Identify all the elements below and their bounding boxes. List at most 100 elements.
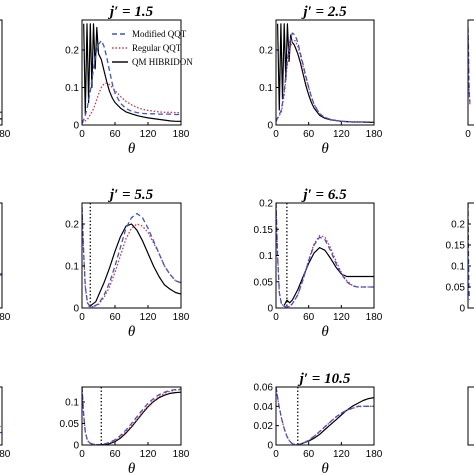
- y-tick-label: 0.04: [254, 402, 274, 413]
- x-tick-label: 180: [366, 449, 383, 460]
- panel-title: j′ = 5.5: [108, 187, 154, 203]
- axes-frame: [0, 386, 3, 446]
- x-tick-label: 120: [333, 129, 350, 140]
- x-tick-label: 60: [109, 129, 121, 140]
- y-tick-label: 0: [73, 121, 79, 132]
- y-tick-label: 0.15: [254, 225, 274, 236]
- x-tick-label: 120: [140, 449, 157, 460]
- y-tick-label: 0.2: [65, 220, 79, 231]
- x-tick-label: 0: [465, 129, 471, 140]
- panel-3: 0 60 120 180 0 0.1 0.2 j′ = 2.5 θ: [259, 4, 383, 157]
- panel-2: 0 60 120 180 0 0.1 0.2 j′ = 1.5 θ Modified QQT Reg…: [65, 4, 193, 157]
- axes-frame: [275, 202, 375, 309]
- panel-title: j′ = 2.5: [301, 4, 347, 20]
- x-tick-label: 180: [0, 449, 11, 460]
- axes-frame: [467, 19, 474, 126]
- legend-label: Modified QQT: [132, 29, 187, 39]
- plot-area: [82, 387, 181, 445]
- y-tick-label: 0.2: [451, 220, 465, 231]
- x-axis-label: θ: [128, 461, 136, 474]
- axes-frame: [0, 19, 3, 126]
- y-tick-label: 0.1: [65, 262, 79, 273]
- axes-frame: [81, 19, 182, 126]
- y-tick-label: 0.2: [259, 199, 273, 210]
- y-tick-label: 0.1: [451, 262, 465, 273]
- x-tick-label: 180: [173, 449, 190, 460]
- y-tick-label: 0: [267, 441, 273, 452]
- plot-area: [82, 23, 181, 124]
- series-line-1: [276, 387, 374, 445]
- x-tick-label: 180: [366, 312, 383, 323]
- x-axis-label: θ: [321, 461, 329, 474]
- panel-7: 0 60 120 180 0 0.05 0.1 0.15 0.2 j′ = 6.5 θ: [254, 187, 383, 340]
- legend-label: QM HIBRIDON: [132, 57, 193, 67]
- axes-frame: [467, 386, 474, 446]
- panel-9: 180: [0, 386, 11, 460]
- panel-12: [467, 386, 474, 446]
- x-tick-label: 180: [366, 129, 383, 140]
- y-tick-label: 0.1: [259, 83, 273, 94]
- x-tick-label: 120: [333, 312, 350, 323]
- series-line-2: [82, 82, 181, 124]
- x-tick-label: 120: [333, 449, 350, 460]
- panel-10: 0 60 120 180 0 0.05 0.1 θ: [60, 386, 190, 474]
- plot-area: [82, 203, 181, 308]
- series-line-2: [276, 387, 374, 445]
- y-tick-label: 0: [73, 304, 79, 315]
- y-tick-label: 0.1: [65, 398, 79, 409]
- series-line-2: [276, 203, 374, 308]
- y-tick-label: 0: [459, 304, 465, 315]
- axes-frame: [0, 202, 3, 309]
- series-line-3: [101, 391, 181, 445]
- series-line-1: [276, 203, 374, 308]
- x-tick-label: 60: [303, 312, 315, 323]
- axes-frame: [275, 386, 375, 446]
- series-line-3: [277, 23, 374, 123]
- legend: Modified QQT Regular QQT QM HIBRIDON: [112, 29, 193, 67]
- y-tick-label: 0: [73, 441, 79, 452]
- x-tick-label: 0: [79, 312, 85, 323]
- x-tick-label: 0: [79, 449, 85, 460]
- x-tick-label: 120: [140, 312, 157, 323]
- series-line-2: [82, 207, 181, 308]
- axes-frame: [81, 202, 182, 309]
- y-tick-label: 0.05: [60, 419, 80, 430]
- series-line-2: [276, 39, 374, 123]
- y-tick-label: 0.2: [65, 46, 79, 57]
- x-tick-label: 0: [273, 129, 279, 140]
- x-axis-label: θ: [321, 141, 329, 157]
- series-line-1: [82, 387, 181, 445]
- x-tick-label: 0: [273, 312, 279, 323]
- panel-5: 180: [0, 202, 11, 323]
- series-line-3: [83, 23, 181, 122]
- y-tick-label: 0.1: [259, 251, 273, 262]
- x-tick-label: 180: [173, 312, 190, 323]
- y-tick-label: 0.15: [446, 241, 466, 252]
- series-line-3: [88, 223, 181, 307]
- series-line-3: [283, 247, 374, 306]
- y-tick-label: 0.1: [65, 83, 79, 94]
- panel-1: 180: [0, 19, 11, 140]
- series-line-2: [82, 387, 181, 445]
- axes-frame: [467, 202, 474, 309]
- x-tick-label: 60: [303, 449, 315, 460]
- x-tick-label: 180: [0, 312, 11, 323]
- x-axis-label: θ: [321, 324, 329, 340]
- series-line-3: [297, 397, 374, 445]
- x-tick-label: 120: [140, 129, 157, 140]
- axes-frame: [81, 386, 182, 446]
- panel-title: j′ = 6.5: [301, 187, 347, 203]
- panel-11: 0 60 120 180 0 0.02 0.04 0.06 j′ = 10.5 θ: [254, 371, 383, 474]
- panel-8: 0 0.05 0.1 0.15 0.2: [446, 202, 474, 315]
- x-tick-label: 0: [273, 449, 279, 460]
- x-axis-label: θ: [128, 324, 136, 340]
- y-tick-label: 0.2: [259, 46, 273, 57]
- y-tick-label: 0: [267, 304, 273, 315]
- panel-6: 0 60 120 180 0 0.1 0.2 j′ = 5.5 θ: [65, 187, 190, 340]
- panel-title: j′ = 10.5: [298, 371, 351, 387]
- y-tick-label: 0.06: [254, 383, 274, 394]
- plot-area: [276, 387, 374, 445]
- y-tick-label: 0.02: [254, 421, 274, 432]
- x-tick-label: 180: [0, 129, 11, 140]
